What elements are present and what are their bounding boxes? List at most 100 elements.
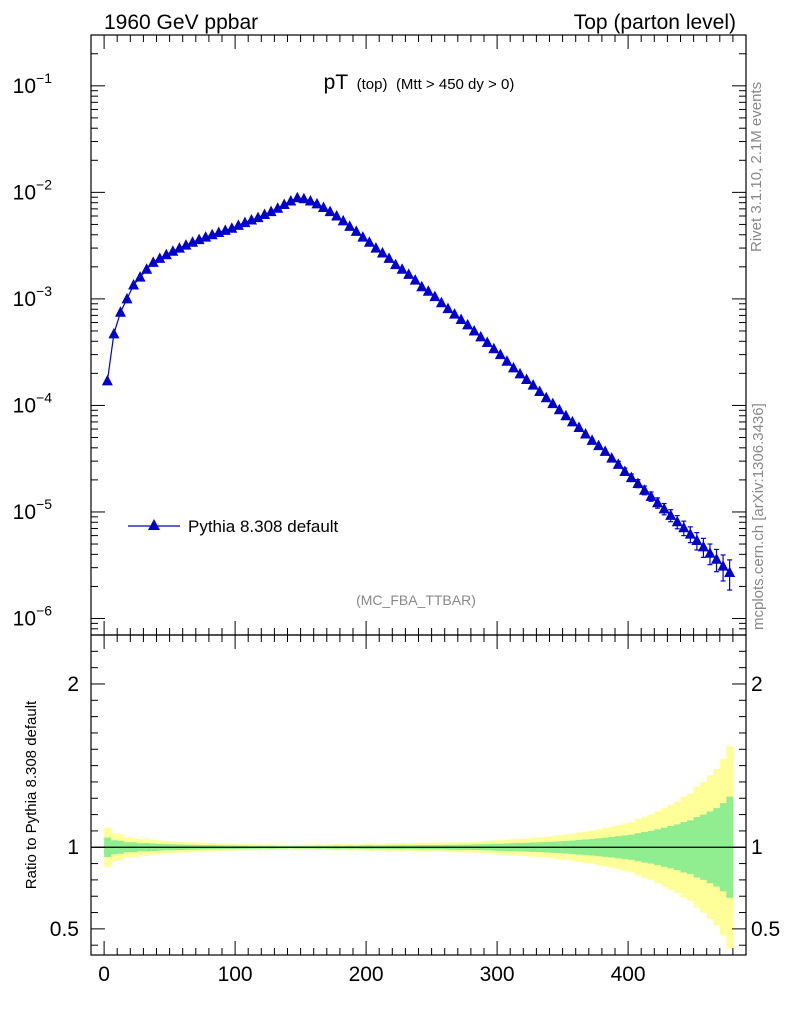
data-point [101,374,113,386]
ratio-y-axis-label: Ratio to Pythia 8.308 default [23,700,40,889]
data-point [180,239,192,250]
data-point [154,252,166,263]
data-point [566,415,578,427]
data-point [540,391,552,403]
data-point [304,194,316,206]
data-point [396,263,408,274]
data-point [671,515,683,527]
main-y-tick-labels: 10−6 10−5 10−4 10−3 10−2 10−1 [13,70,53,631]
y-tick-label: 10−2 [13,176,53,204]
data-point [357,231,369,242]
data-point [652,496,664,508]
plot-title-sub2: (Mtt > 450 dy > 0) [396,76,514,93]
ratio-y-tick-label-right: 2 [751,673,763,696]
x-tick-label: 0 [98,963,110,986]
data-point [141,263,153,274]
data-point [573,421,585,433]
data-point [108,327,120,339]
data-point [376,246,388,258]
data-point [580,427,592,439]
ratio-y-tick-label-right: 1 [751,836,763,859]
data-point [501,355,513,366]
data-point [678,521,690,533]
data-point [350,225,362,236]
data-point [645,490,657,501]
data-point [252,211,264,223]
data-point [606,452,618,463]
y-tick-label: 10−5 [13,496,53,524]
legend-label: Pythia 8.308 default [188,517,339,536]
data-point [638,484,650,495]
ratio-y-tick-label-right: 0.5 [751,918,780,941]
data-point [173,242,185,253]
data-point [697,540,709,552]
data-point [665,509,677,520]
data-point [272,202,284,213]
data-point [147,256,159,267]
data-point [625,471,637,483]
x-tick-label: 100 [218,963,253,986]
plot-title: pT (top) (Mtt > 450 dy > 0) [324,71,515,94]
data-point [344,220,356,231]
data-point [318,201,330,213]
data-point [114,306,126,317]
plot-title-sub1: (top) [357,76,388,93]
data-point [128,279,140,290]
data-point [363,236,375,247]
data-point [265,205,277,217]
data-point [226,222,238,233]
data-point [403,268,415,279]
data-point [160,248,172,260]
data-point [704,547,716,558]
data-point [553,403,565,415]
data-point [494,348,506,360]
data-point [259,208,271,219]
data-point [291,191,303,203]
data-point [514,367,526,379]
series-markers [101,191,736,578]
data-point [324,205,336,217]
data-point [488,342,500,354]
analysis-label: (MC_FBA_TTBAR) [356,592,476,608]
y-tick-label: 10−3 [13,283,53,311]
data-point [527,379,539,390]
data-point [534,385,546,397]
data-point [167,245,179,256]
data-point [475,330,487,342]
ratio-panel: 0.5 0.5 1 1 2 2 0 100 200 300 400 Ratio to Pythia… [23,634,780,986]
legend-marker-icon [148,519,160,530]
data-point [507,361,519,373]
x-tick-label: 400 [611,963,646,986]
legend: Pythia 8.308 default [128,517,339,536]
data-point [435,296,447,308]
ratio-y-tick-label: 1 [67,836,79,859]
data-point [422,285,434,296]
rivet-label: Rivet 3.1.10, 2.1M events [748,82,765,252]
data-point [298,192,310,204]
data-point [232,219,244,230]
data-point [429,290,441,302]
mcplots-label: mcplots.cern.ch [arXiv:1306.3436] [750,403,767,630]
data-point [632,477,644,489]
ratio-y-tick-label: 2 [67,673,79,696]
data-point [547,397,559,409]
data-point [560,409,572,421]
data-point [619,465,631,476]
data-point [187,236,199,247]
data-point [383,252,395,263]
data-point [658,502,670,514]
data-point [691,534,703,545]
data-point [278,198,290,209]
x-tick-label: 200 [349,963,384,986]
data-point [331,209,343,221]
data-point [468,324,480,336]
ratio-frame [90,634,747,956]
y-tick-label: 10−6 [13,602,53,630]
main-frame [90,34,747,636]
data-point [134,271,146,282]
data-point [409,274,421,285]
data-point [481,336,493,347]
ratio-axis-ticks [91,635,746,955]
plot-title-main: pT [324,71,349,94]
